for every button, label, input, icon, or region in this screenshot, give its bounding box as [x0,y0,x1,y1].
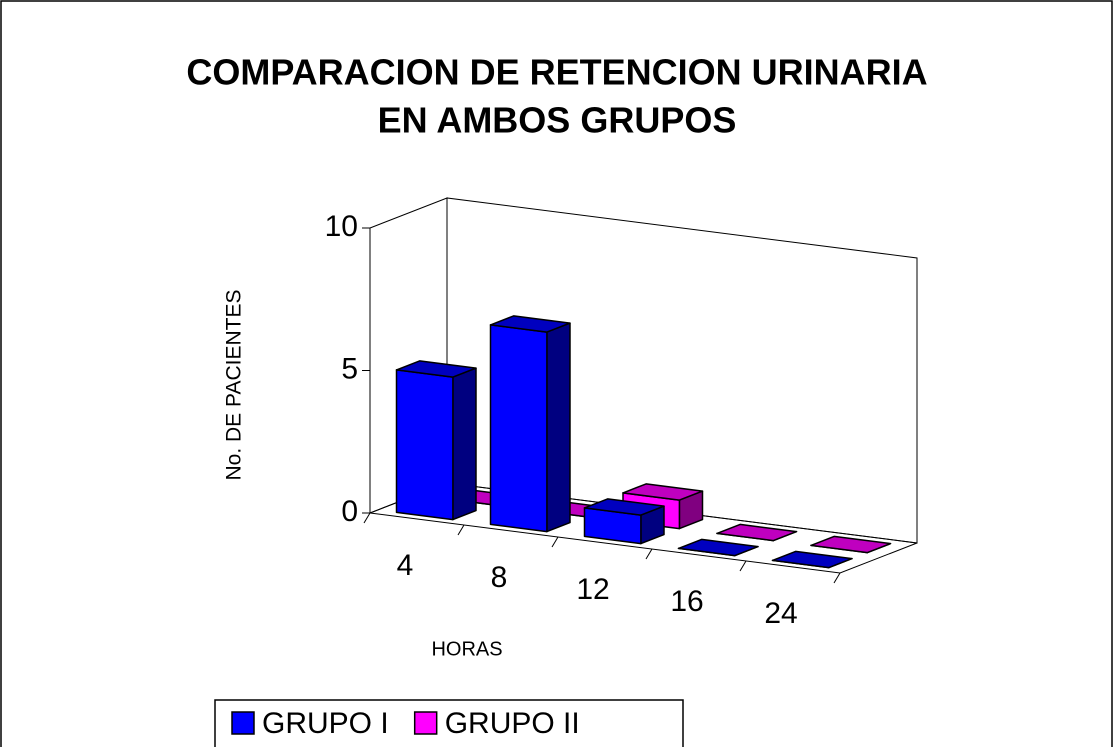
x-tick-label: 24 [764,597,797,630]
x-tick [457,524,465,536]
y-tick-label: 5 [341,352,358,385]
bar [489,315,571,533]
bar [677,538,759,557]
bar-top [716,523,798,542]
bar-side [452,367,477,521]
y-axis-label: No. DE PACIENTES [223,290,246,481]
legend-box [214,699,684,747]
x-tick-label: 8 [491,561,508,594]
x-tick [645,548,653,560]
x-tick-label: 12 [576,573,609,606]
x-tick [739,560,747,572]
x-tick [551,536,559,548]
chart-title: EN AMBOS GRUPOS [378,100,737,141]
bar-top [395,360,477,378]
x-tick-label: 4 [397,549,414,582]
bar-front [489,324,548,533]
x-axis-label: HORAS [431,638,502,660]
bar-top [622,483,704,501]
x-tick [363,512,371,524]
bar [395,360,477,521]
chart-title: COMPARACION DE RETENCION URINARIA [186,52,927,93]
bar [771,550,853,569]
legend-label: GRUPO II [445,707,580,740]
bar-top [810,535,892,554]
bar [583,498,665,545]
bar [716,523,798,542]
y-tick-label: 10 [325,210,358,243]
legend-swatch [413,711,438,735]
bar-side [546,322,571,533]
bar-top [771,550,853,569]
x-tick-label: 16 [670,585,703,618]
bar-top [489,315,571,333]
legend-label: GRUPO I [262,707,389,740]
bar-top [583,498,665,516]
bar-front [395,369,454,521]
legend-swatch [231,711,255,735]
y-tick-label: 0 [341,495,358,528]
bar [810,535,892,554]
x-tick [833,572,841,584]
bar-top [677,538,759,557]
